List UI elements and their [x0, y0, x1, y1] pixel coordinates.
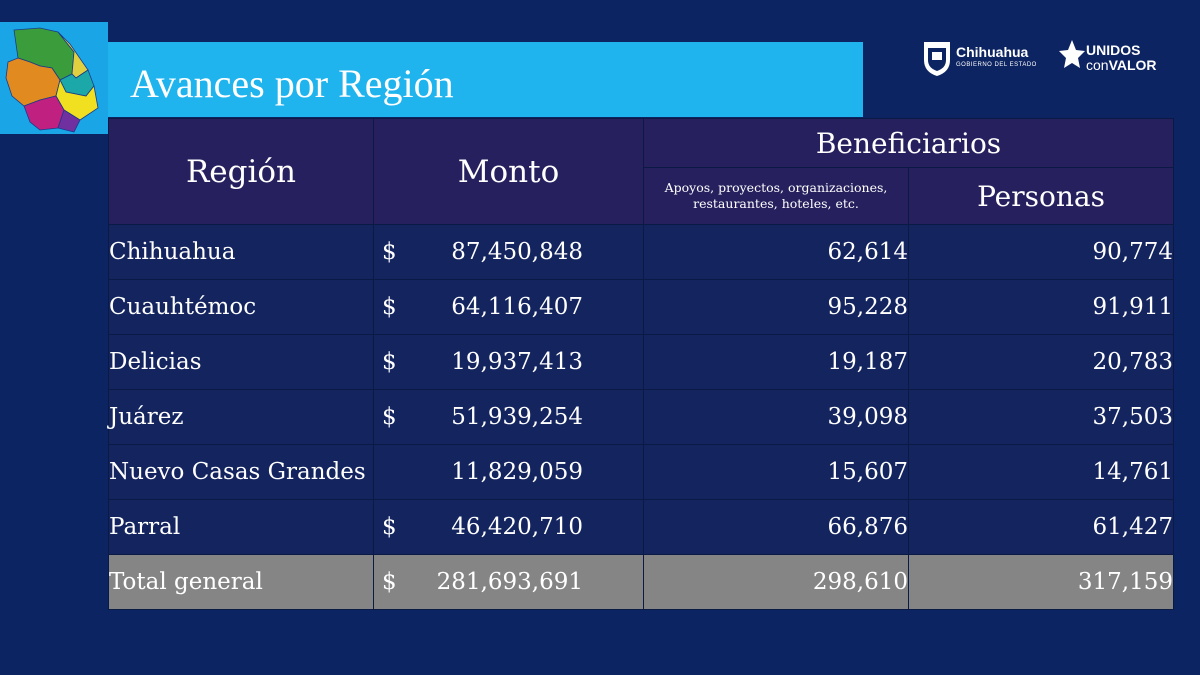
cell-apoyos: 66,876 [643, 499, 909, 555]
cell-apoyos: 19,187 [643, 334, 909, 390]
header-region: Región [108, 118, 374, 225]
unidos-logo-con: con [1086, 57, 1109, 73]
currency-symbol: $ [382, 239, 397, 265]
currency-symbol: $ [382, 569, 397, 595]
chihuahua-logo-name: Chihuahua [956, 44, 1029, 60]
cell-apoyos: 95,228 [643, 279, 909, 335]
chihuahua-logo-sub: GOBIERNO DEL ESTADO [956, 62, 1037, 68]
currency-symbol: $ [382, 349, 397, 375]
cell-apoyos: 62,614 [643, 224, 909, 280]
star-icon [1059, 40, 1085, 68]
table-row: Nuevo Casas Grandes 11,829,059 15,607 14… [108, 444, 1175, 500]
cell-region: Nuevo Casas Grandes [108, 444, 374, 500]
cell-total-personas: 317,159 [907, 554, 1175, 610]
header-personas: Personas [907, 167, 1175, 225]
currency-symbol: $ [382, 514, 397, 540]
cell-region: Chihuahua [108, 224, 374, 280]
header-monto: Monto [373, 118, 644, 225]
total-monto-value: 281,693,691 [436, 569, 583, 595]
table-row: Chihuahua $87,450,848 62,614 90,774 [108, 224, 1175, 280]
currency-symbol: $ [382, 294, 397, 320]
region-map-image [0, 22, 108, 134]
cell-total-monto: $281,693,691 [373, 554, 644, 610]
cell-monto: $64,116,407 [373, 279, 644, 335]
cell-personas: 61,427 [907, 499, 1175, 555]
currency-symbol: $ [382, 404, 397, 430]
cell-total-label: Total general [108, 554, 374, 610]
header-beneficiarios: Beneficiarios [642, 118, 1175, 168]
monto-value: 51,939,254 [451, 404, 583, 430]
cell-region: Cuauhtémoc [108, 279, 374, 335]
unidos-logo-valor: VALOR [1108, 57, 1157, 73]
cell-total-apoyos: 298,610 [643, 554, 909, 610]
monto-value: 46,420,710 [451, 514, 583, 540]
cell-monto: $51,939,254 [373, 389, 644, 445]
title-bar: Avances por Región [108, 42, 863, 117]
unidos-logo-top: UNIDOS [1086, 42, 1141, 58]
cell-personas: 14,761 [907, 444, 1175, 500]
header-apoyos: Apoyos, proyectos, organizaciones, resta… [643, 167, 909, 225]
unidos-con-valor-logo: UNIDOS conVALOR [1058, 36, 1180, 96]
cell-personas: 37,503 [907, 389, 1175, 445]
cell-apoyos: 15,607 [643, 444, 909, 500]
table-total-row: Total general $281,693,691 298,610 317,1… [108, 554, 1175, 610]
page-title: Avances por Región [130, 61, 454, 106]
shield-icon [924, 42, 950, 76]
cell-monto: $46,420,710 [373, 499, 644, 555]
table-row: Parral $46,420,710 66,876 61,427 [108, 499, 1175, 555]
monto-value: 19,937,413 [451, 349, 583, 375]
cell-personas: 20,783 [907, 334, 1175, 390]
table-row: Delicias $19,937,413 19,187 20,783 [108, 334, 1175, 390]
cell-monto: $19,937,413 [373, 334, 644, 390]
cell-personas: 90,774 [907, 224, 1175, 280]
logos: Chihuahua GOBIERNO DEL ESTADO UNIDOS con… [918, 36, 1180, 98]
cell-apoyos: 39,098 [643, 389, 909, 445]
cell-monto: 11,829,059 [373, 444, 644, 500]
monto-value: 11,829,059 [451, 459, 583, 485]
chihuahua-logo: Chihuahua GOBIERNO DEL ESTADO [918, 36, 1048, 96]
unidos-logo-bottom: conVALOR [1086, 57, 1157, 73]
monto-value: 87,450,848 [451, 239, 583, 265]
table-row: Cuauhtémoc $64,116,407 95,228 91,911 [108, 279, 1175, 335]
cell-region: Delicias [108, 334, 374, 390]
regions-table: Región Monto Beneficiarios Apoyos, proye… [108, 118, 1175, 610]
cell-region: Parral [108, 499, 374, 555]
cell-region: Juárez [108, 389, 374, 445]
cell-monto: $87,450,848 [373, 224, 644, 280]
cell-personas: 91,911 [907, 279, 1175, 335]
monto-value: 64,116,407 [451, 294, 583, 320]
table-row: Juárez $51,939,254 39,098 37,503 [108, 389, 1175, 445]
